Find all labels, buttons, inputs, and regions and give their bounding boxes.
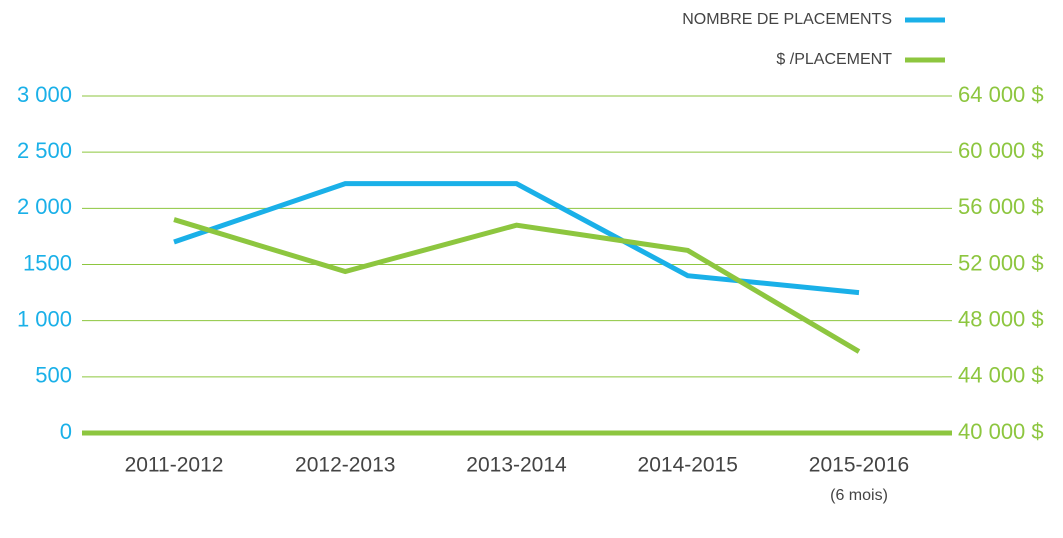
y2-tick-label: 52 000 $ (958, 250, 1044, 275)
y2-tick-label: 56 000 $ (958, 194, 1044, 219)
x-tick-label: 2014-2015 (638, 454, 738, 477)
series-line (173, 181, 860, 296)
series-line (173, 217, 861, 354)
legend-label: NOMBRE DE PLACEMENTS (682, 11, 892, 28)
y-tick-label: 2 000 (17, 194, 72, 219)
y2-tick-label: 60 000 $ (958, 138, 1044, 163)
y-tick-label: 500 (35, 363, 72, 388)
y-tick-label: 1 000 (17, 306, 72, 331)
y-tick-label: 0 (60, 419, 72, 444)
x-tick-label: 2013-2014 (466, 454, 567, 477)
y2-tick-label: 40 000 $ (958, 419, 1044, 444)
y-tick-label: 1500 (23, 250, 72, 275)
y2-tick-label: 64 000 $ (958, 82, 1044, 107)
y2-tick-label: 48 000 $ (958, 306, 1044, 331)
y-tick-label: 2 500 (17, 138, 72, 163)
x-tick-label: 2011-2012 (125, 454, 224, 477)
category-note: (6 mois) (830, 487, 888, 504)
y-tick-label: 3 000 (17, 82, 72, 107)
legend-label: $ /PLACEMENT (776, 51, 892, 68)
x-tick-label: 2015-2016 (809, 454, 909, 477)
x-tick-label: 2012-2013 (295, 454, 395, 477)
y2-tick-label: 44 000 $ (958, 363, 1044, 388)
